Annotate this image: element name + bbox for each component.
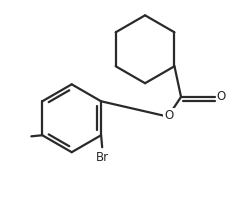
- Text: O: O: [216, 90, 226, 103]
- Text: Br: Br: [96, 151, 109, 164]
- Text: O: O: [164, 109, 174, 122]
